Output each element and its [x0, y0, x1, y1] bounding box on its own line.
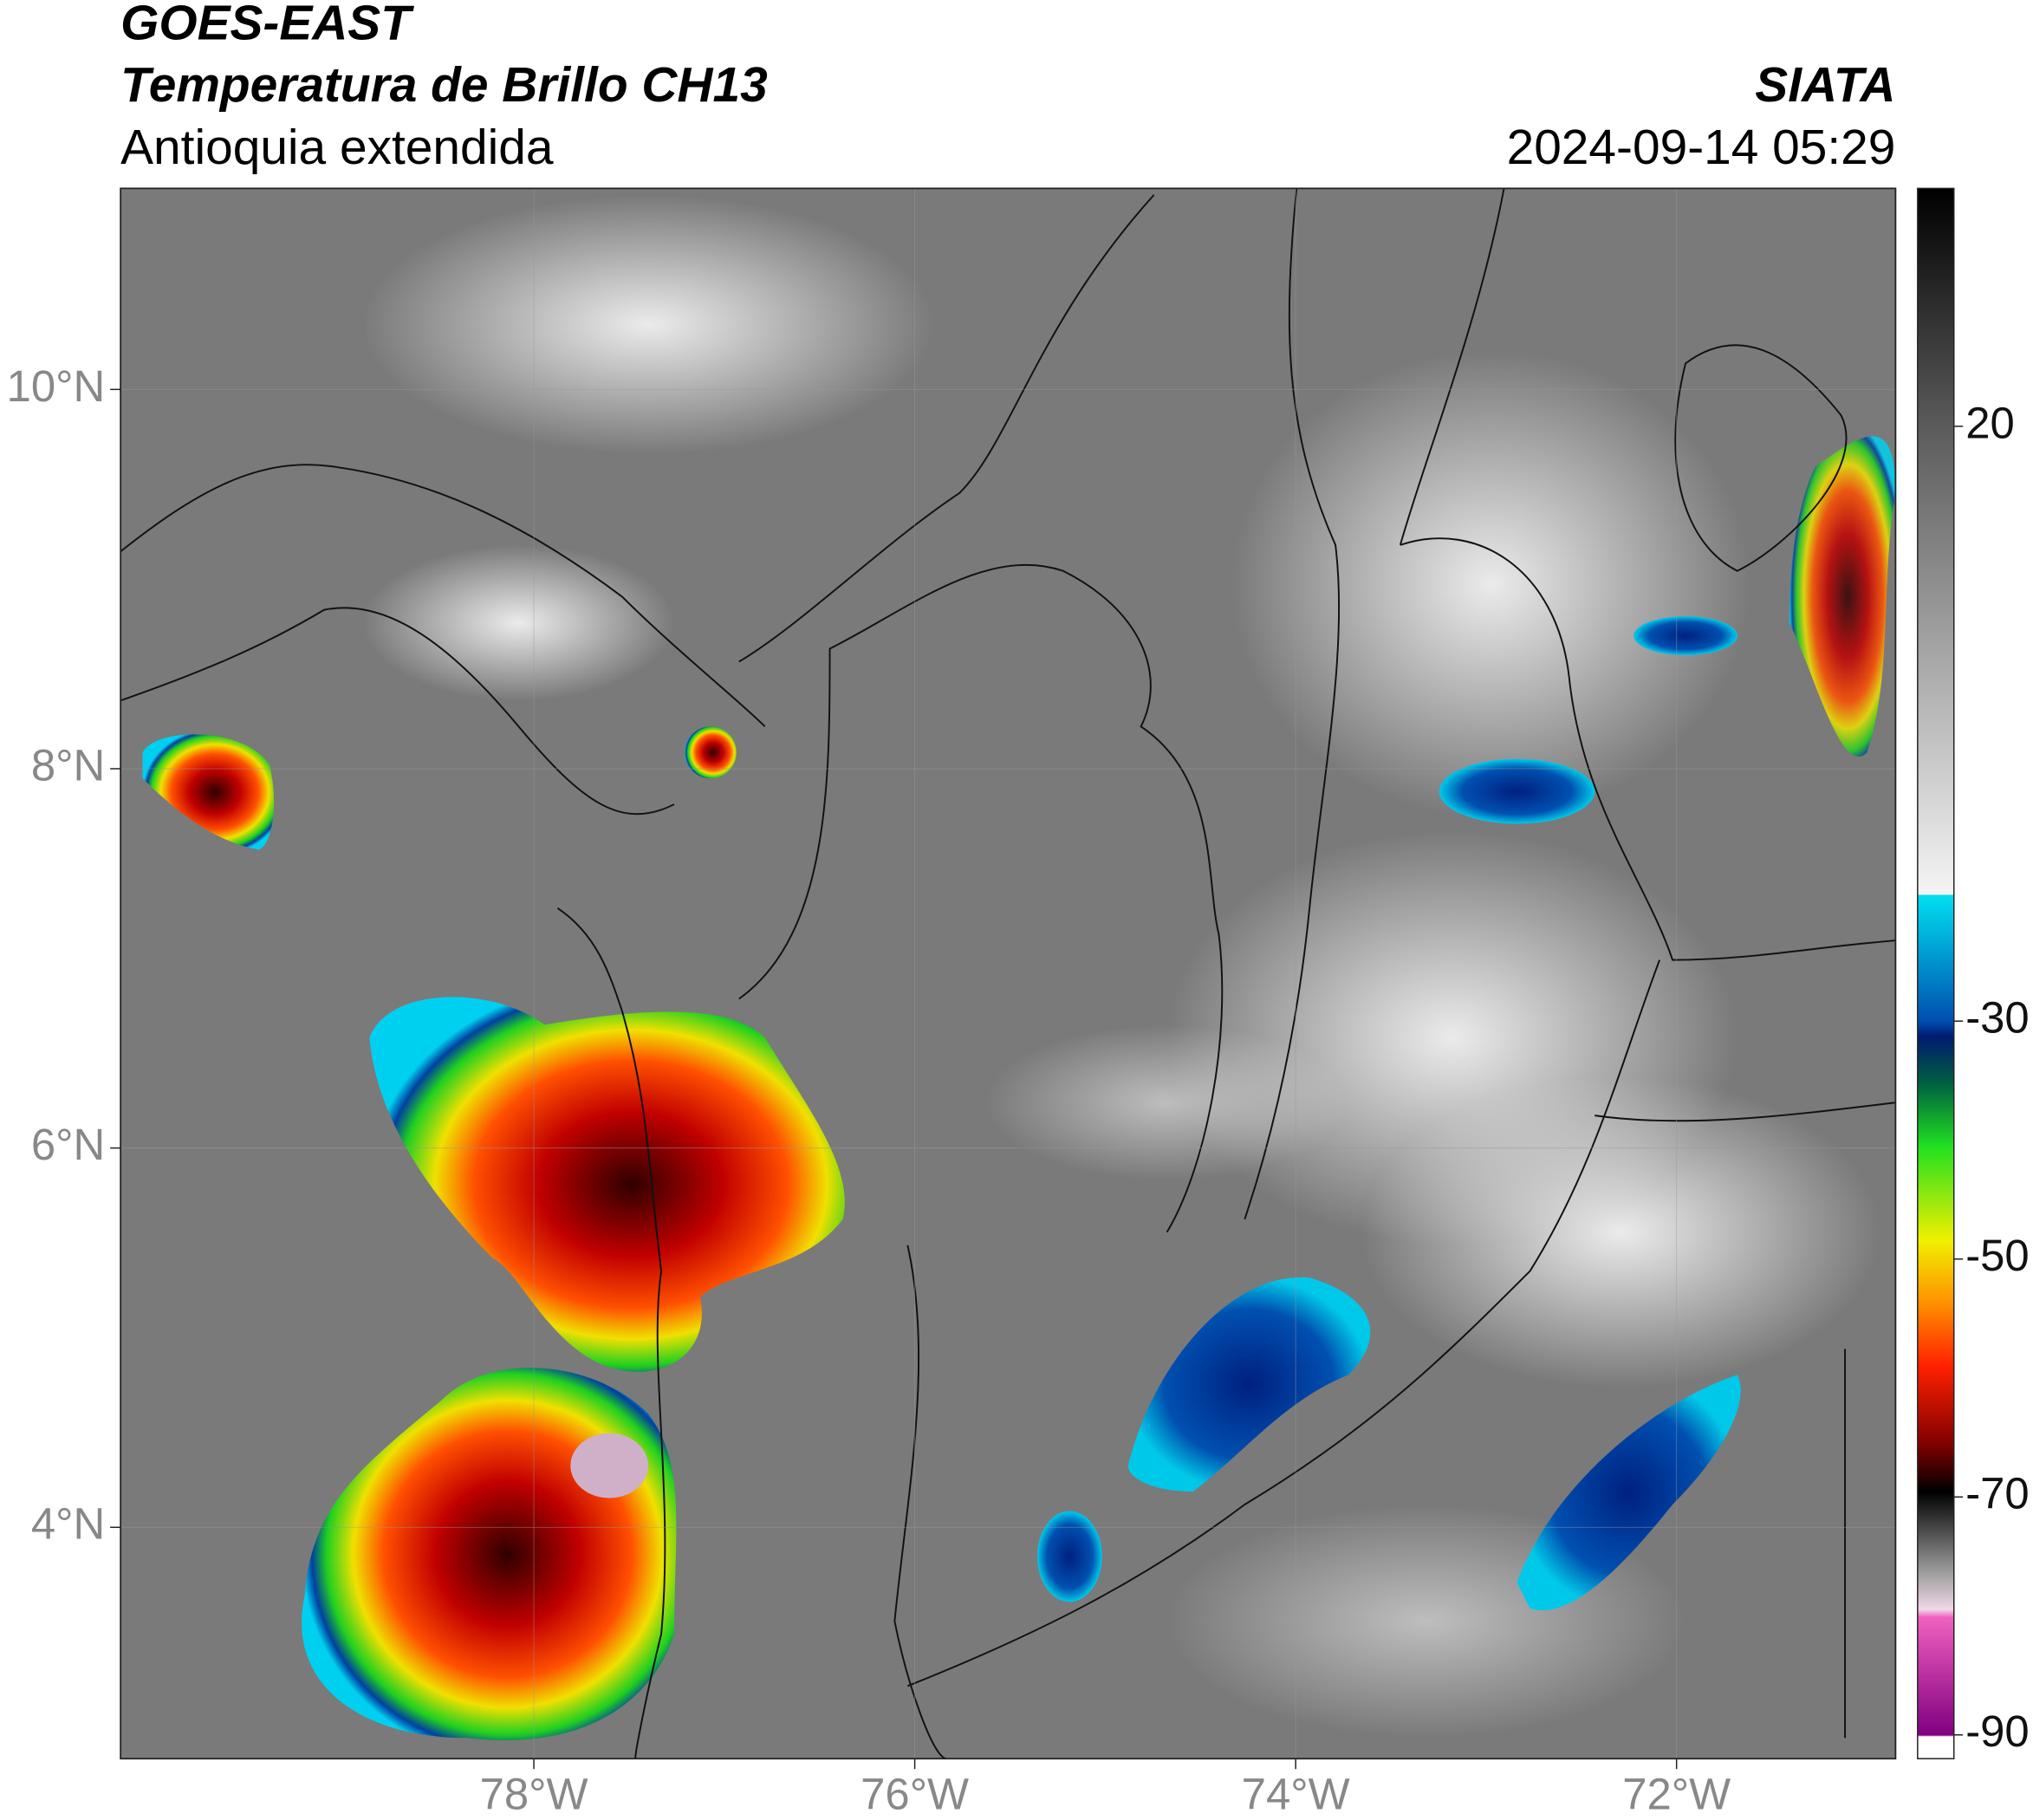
coastline [120, 464, 766, 727]
cold-core [570, 1433, 649, 1498]
x-tick-label: 76°W [861, 1770, 969, 1819]
colorbar-tick-label: 20 [1965, 398, 2015, 447]
x-tick-label: 78°W [480, 1770, 588, 1819]
boundary [1674, 344, 1848, 572]
boundary [1244, 188, 1341, 1220]
y-tick-label: 6°N [31, 1120, 105, 1169]
convective-cell [142, 734, 275, 850]
cloud [1231, 350, 1750, 818]
x-tick-label: 72°W [1622, 1770, 1731, 1819]
satellite: GOES-EAST [120, 0, 414, 50]
boundary [906, 959, 1661, 1687]
map-image [120, 188, 1896, 1759]
coastline [738, 194, 1155, 663]
cloud-top [1127, 1277, 1371, 1492]
coastline [556, 907, 666, 1759]
x-tick-label: 74°W [1242, 1770, 1350, 1819]
cloud-top [1036, 1511, 1102, 1602]
product: Temperatura de Brillo CH13 [120, 58, 768, 113]
colorbar [1917, 187, 1955, 1759]
region: Antioquia extendida [120, 120, 554, 175]
convective-cell [369, 997, 845, 1372]
datetime: 2024-09-14 05:29 [1507, 120, 1896, 175]
ticks: 78°W 76°W 74°W 72°W 4°N 6°N 8°N 10°N -90 -70 -50 -3… [7, 188, 2030, 1819]
convective-cell [1789, 436, 1896, 757]
source: SIATA [1755, 58, 1895, 113]
colorbar-tick-label: -30 [1965, 993, 2030, 1043]
boundary [893, 1245, 947, 1759]
cloud [985, 1024, 1349, 1180]
cloud-top [1517, 1375, 1741, 1610]
boundary [1400, 537, 1896, 961]
cloud-top [1439, 758, 1595, 824]
colorbar-tick-label: -90 [1965, 1706, 2030, 1756]
y-tick-label: 10°N [7, 361, 106, 411]
cloud [1361, 1076, 1880, 1388]
coastline [120, 607, 675, 816]
boundary [1399, 188, 1505, 546]
boundary [1595, 1102, 1896, 1122]
convective-cell [684, 726, 737, 779]
colorbar-tick-label: -50 [1965, 1231, 2030, 1280]
colorbar-tick-label: -70 [1965, 1469, 2030, 1518]
cloud [362, 194, 934, 455]
cloud-top [1634, 616, 1737, 656]
y-tick-label: 4°N [31, 1499, 105, 1549]
cloud [362, 544, 675, 701]
borders [120, 188, 1896, 1759]
y-tick-label: 8°N [31, 740, 105, 790]
map-frame [120, 187, 1897, 1760]
boundary [738, 563, 1224, 1233]
